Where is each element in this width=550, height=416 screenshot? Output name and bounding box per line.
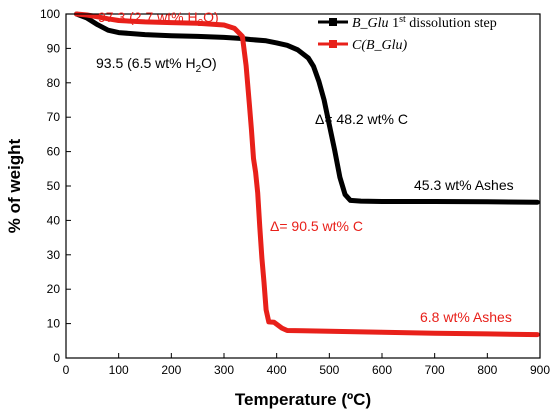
annotation-h2o-black-text: 93.5 (6.5 wt% H (96, 55, 196, 71)
x-tick-label: 900 (530, 363, 550, 377)
plot-frame (65, 13, 541, 359)
y-tick-label: 0 (53, 351, 60, 365)
x-tick-label: 300 (214, 363, 234, 377)
annotation-delta-black: Δ= 48.2 wt% C (315, 111, 408, 127)
series-line-b-glu (74, 11, 540, 205)
y-tick-label: 60 (47, 145, 61, 159)
annotation-h2o-black-sub: 2 (196, 64, 202, 75)
x-tick-label: 400 (267, 363, 287, 377)
series-layer (74, 11, 540, 338)
legend-label-b-glu: B_Glu 1st dissolution step (352, 14, 497, 31)
y-tick-label: 50 (47, 179, 61, 193)
legend-label-b-glu-sup: st (399, 14, 406, 25)
y-tick-label: 100 (40, 7, 60, 21)
series-line-c-b-glu (74, 11, 540, 338)
x-tick-label: 0 (63, 363, 70, 377)
annotation-h2o-red: 97.3 (2.7 wt% H2O) (98, 9, 219, 29)
x-tick-label: 800 (477, 363, 497, 377)
annotation-h2o-red-sub: 2 (198, 18, 204, 29)
legend-marker-b-glu (329, 18, 337, 26)
x-tick-label: 100 (109, 363, 129, 377)
y-tick-label: 90 (47, 41, 61, 55)
axis-ticks: 0 100 200 300 400 500 600 700 800 900 0 10 20 30 40 50 6… (40, 7, 550, 377)
y-tick-label: 80 (47, 76, 61, 90)
annotation-h2o-red-tail: O) (203, 9, 219, 25)
annotation-h2o-red-text: 97.3 (2.7 wt% H (98, 9, 198, 25)
legend-label-b-glu-rest: 1 (389, 16, 400, 31)
legend: B_Glu 1st dissolution step C(B_Glu) (318, 14, 497, 53)
annotation-h2o-black-tail: O) (201, 55, 217, 71)
y-tick-label: 10 (47, 317, 61, 331)
x-tick-label: 500 (319, 363, 339, 377)
legend-label-b-glu-main: B_Glu (352, 16, 389, 31)
x-tick-label: 200 (161, 363, 181, 377)
annotation-delta-red: Δ= 90.5 wt% C (270, 218, 363, 234)
legend-label-c-b-glu: C(B_Glu) (352, 38, 408, 53)
x-axis-title: Temperature (ºC) (235, 390, 371, 409)
y-tick-label: 40 (47, 213, 61, 227)
annotation-ash-red: 6.8 wt% Ashes (420, 309, 512, 325)
y-tick-label: 30 (47, 248, 61, 262)
x-tick-label: 600 (372, 363, 392, 377)
x-tick-label: 700 (425, 363, 445, 377)
y-tick-label: 70 (47, 110, 61, 124)
y-axis-title: % of weight (5, 138, 24, 233)
legend-marker-c-b-glu (329, 40, 337, 48)
legend-label-b-glu-tail: dissolution step (406, 16, 497, 31)
y-tick-label: 20 (47, 282, 61, 296)
annotation-h2o-black: 93.5 (6.5 wt% H2O) (96, 55, 217, 75)
annotation-ash-black: 45.3 wt% Ashes (414, 177, 514, 193)
